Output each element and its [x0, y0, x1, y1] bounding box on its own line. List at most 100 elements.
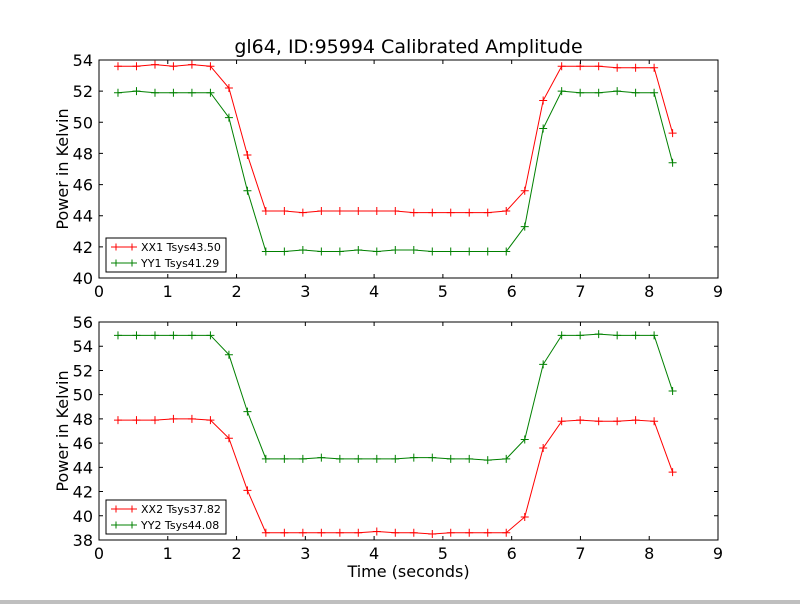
data-point — [150, 60, 159, 69]
data-point — [576, 331, 585, 340]
x-tick-label: 0 — [94, 544, 104, 563]
data-point — [539, 124, 548, 133]
data-point — [372, 454, 381, 463]
data-point — [169, 331, 178, 340]
x-tick-label: 1 — [163, 544, 173, 563]
data-point — [446, 247, 455, 256]
data-point — [650, 88, 659, 97]
data-point — [557, 331, 566, 340]
data-point — [113, 62, 122, 71]
data-point — [354, 207, 363, 216]
series-line-yy2 — [117, 333, 674, 461]
axes-frame — [98, 59, 719, 279]
data-point — [335, 207, 344, 216]
axes-frame — [98, 321, 719, 541]
data-point — [187, 414, 196, 423]
legend-box — [105, 499, 227, 535]
data-point — [446, 528, 455, 537]
y-tick-label: 52 — [73, 361, 93, 380]
y-tick-label: 40 — [73, 269, 93, 288]
x-tick-label: 6 — [507, 544, 517, 563]
y-tick-label: 50 — [73, 113, 93, 132]
data-point — [594, 88, 603, 97]
data-point — [613, 417, 622, 426]
data-point — [354, 528, 363, 537]
data-point — [280, 528, 289, 537]
legend-box — [105, 237, 227, 273]
y-tick-label: 42 — [73, 238, 93, 257]
y-tick-label: 54 — [73, 337, 93, 356]
y-tick-label: 44 — [73, 207, 93, 226]
y-tick-label: 44 — [73, 458, 93, 477]
data-point — [243, 407, 252, 416]
data-point — [372, 527, 381, 536]
data-point — [113, 88, 122, 97]
y-tick-label: 48 — [73, 144, 93, 163]
data-point — [391, 454, 400, 463]
data-point — [150, 416, 159, 425]
data-point — [465, 528, 474, 537]
data-point — [631, 88, 640, 97]
legend-label: YY2 Tsys44.08 — [140, 519, 219, 532]
data-point — [261, 454, 270, 463]
data-point — [428, 208, 437, 217]
y-tick-label: 48 — [73, 410, 93, 429]
data-point — [280, 247, 289, 256]
data-point — [594, 417, 603, 426]
data-point — [557, 87, 566, 96]
x-tick-label: 6 — [507, 282, 517, 301]
data-point — [224, 434, 233, 443]
data-point — [113, 331, 122, 340]
data-point — [391, 528, 400, 537]
data-point — [280, 454, 289, 463]
data-point — [280, 207, 289, 216]
data-point — [520, 186, 529, 195]
data-point — [409, 528, 418, 537]
data-point — [298, 208, 307, 217]
data-point — [298, 454, 307, 463]
legend: XX1 Tsys43.50 YY1 Tsys41.29 — [105, 237, 227, 273]
data-point — [132, 331, 141, 340]
data-point — [428, 247, 437, 256]
x-tick-label: 7 — [575, 282, 585, 301]
data-point — [576, 416, 585, 425]
data-point — [335, 528, 344, 537]
legend-label: XX1 Tsys43.50 — [141, 241, 221, 254]
data-point — [317, 453, 326, 462]
data-point — [224, 84, 233, 93]
data-point — [483, 528, 492, 537]
data-point — [150, 331, 159, 340]
series-line-xx1 — [117, 64, 674, 214]
data-point — [557, 62, 566, 71]
data-point — [557, 417, 566, 426]
y-axis-label: Power in Kelvin — [53, 370, 72, 491]
x-tick-label: 5 — [438, 544, 448, 563]
data-point — [317, 528, 326, 537]
data-point — [465, 247, 474, 256]
data-point — [594, 330, 603, 339]
data-point — [187, 60, 196, 69]
y-tick-label: 46 — [73, 434, 93, 453]
data-point — [650, 63, 659, 72]
data-point — [576, 88, 585, 97]
x-tick-label: 2 — [231, 282, 241, 301]
data-point — [465, 208, 474, 217]
data-point — [335, 247, 344, 256]
data-point — [668, 387, 677, 396]
y-tick-label: 50 — [73, 386, 93, 405]
legend-marker — [111, 521, 137, 529]
legend-marker — [111, 259, 137, 267]
data-point — [206, 88, 215, 97]
data-point — [409, 245, 418, 254]
data-point — [243, 486, 252, 495]
data-point — [668, 468, 677, 477]
data-point — [409, 208, 418, 217]
legend-label: YY1 Tsys41.29 — [140, 257, 219, 270]
data-point — [132, 416, 141, 425]
y-tick-label: 54 — [73, 51, 93, 70]
data-point — [539, 443, 548, 452]
data-point — [298, 528, 307, 537]
y-tick-label: 38 — [73, 531, 93, 550]
legend: XX2 Tsys37.82 YY2 Tsys44.08 — [105, 499, 227, 535]
